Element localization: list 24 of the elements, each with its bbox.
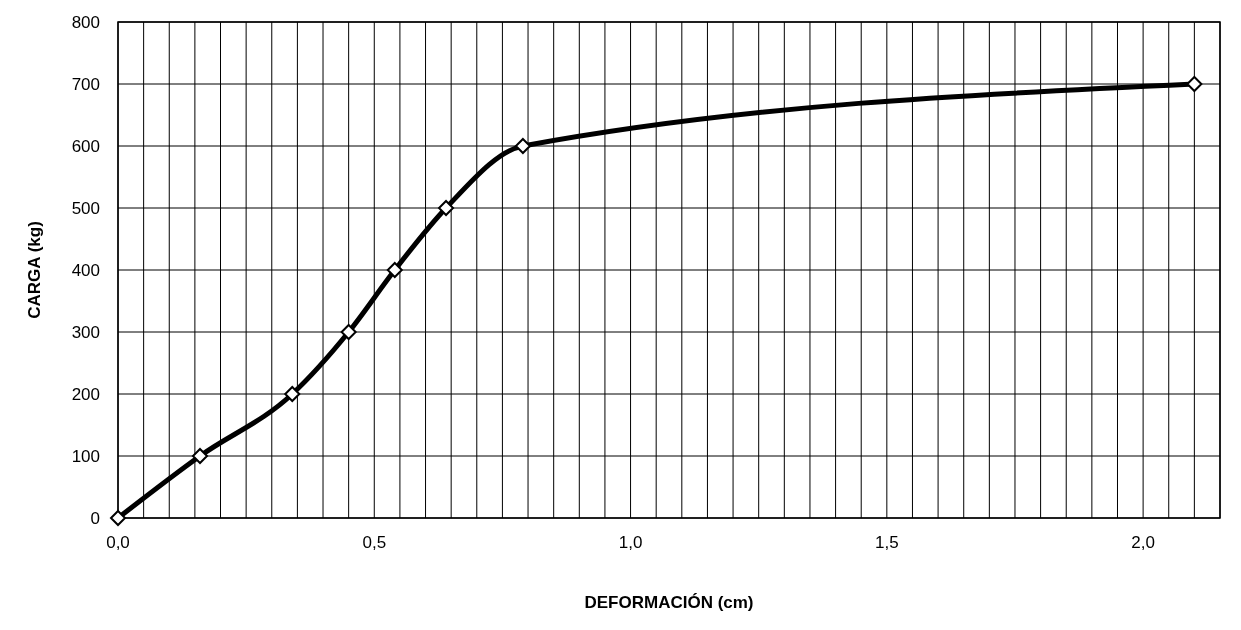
y-tick-label: 600 [71, 137, 100, 156]
y-tick-label: 500 [71, 199, 100, 218]
y-tick-label: 400 [71, 261, 100, 280]
y-axis-title: CARGA (kg) [25, 221, 44, 319]
point [340, 324, 357, 340]
point [514, 138, 531, 154]
x-tick-label: 0,0 [106, 533, 130, 552]
y-tick-label: 700 [71, 75, 100, 94]
x-axis-title: DEFORMACIÓN (cm) [584, 593, 754, 612]
y-tick-label: 0 [90, 509, 100, 528]
point [192, 448, 209, 464]
point [438, 200, 455, 216]
y-tick-label: 800 [71, 13, 100, 32]
point [386, 262, 403, 278]
y-tick-label: 300 [71, 323, 100, 342]
x-tick-label: 0,5 [362, 533, 387, 552]
point [1186, 76, 1203, 92]
point [110, 510, 126, 526]
y-tick-label: 100 [71, 447, 100, 466]
y-tick-label: 200 [71, 385, 100, 404]
x-tick-label: 1,5 [875, 533, 899, 552]
point [284, 386, 301, 402]
x-tick-label: 1,0 [618, 533, 643, 552]
x-tick-label: 2,0 [1131, 533, 1155, 552]
